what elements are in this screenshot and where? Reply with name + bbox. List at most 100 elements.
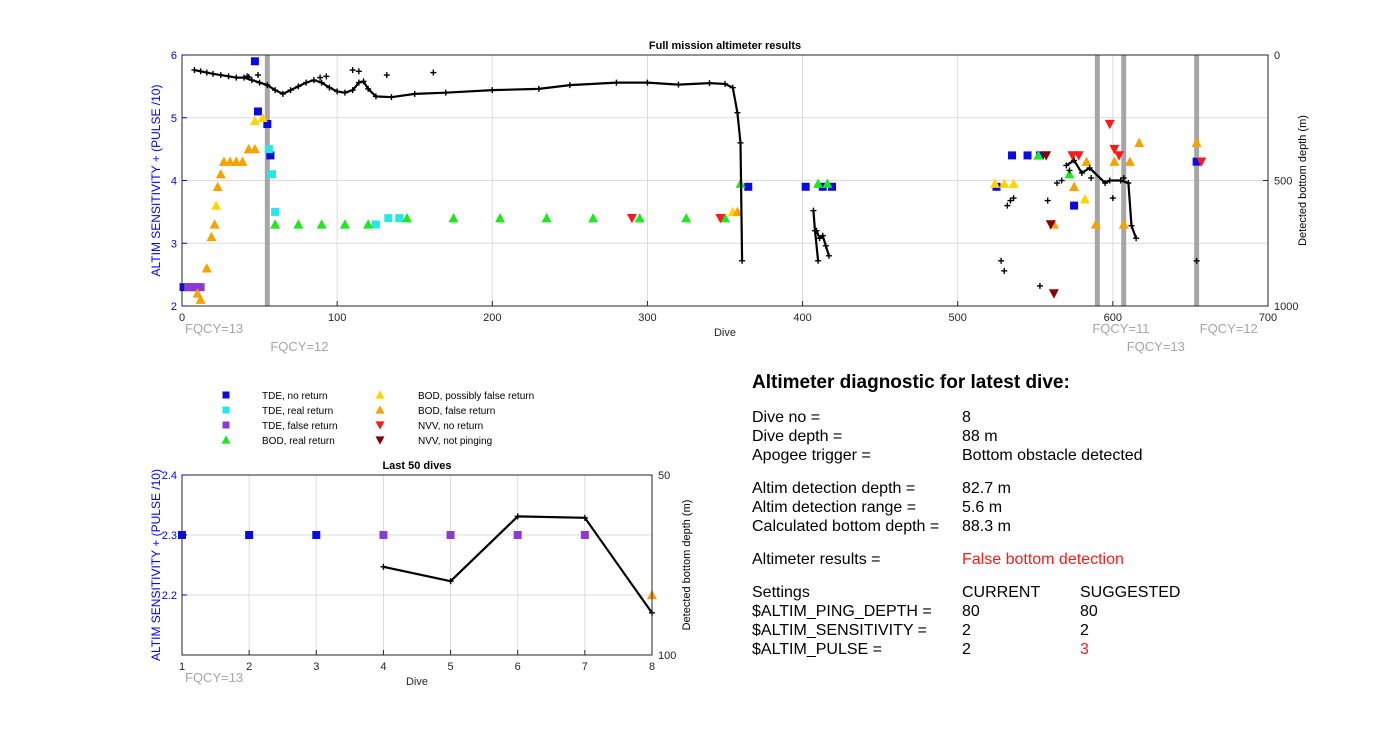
data-point-tde-no-return xyxy=(245,531,254,539)
y-tick-label: 6 xyxy=(171,50,177,62)
ping-depth-current: 80 xyxy=(962,603,980,620)
legend-label: NVV, no return xyxy=(418,421,483,432)
bottom-depth-point xyxy=(613,79,620,86)
y-axis-label: ALTIM SENSITIVITY + (PULSE /10) xyxy=(149,469,163,661)
data-point-bod-real-return xyxy=(634,212,645,223)
dive-no-label: Dive no = xyxy=(752,409,821,426)
settings-label: Settings xyxy=(752,584,810,601)
bottom-depth-point xyxy=(447,578,454,585)
bottom-depth-point xyxy=(1133,235,1140,242)
data-point-tde-real-return xyxy=(395,214,404,223)
bottom-depth-point xyxy=(279,90,286,97)
chart-title: Last 50 dives xyxy=(382,460,451,472)
legend-marker xyxy=(222,406,230,414)
legend-label: BOD, false return xyxy=(418,406,495,417)
data-point-bod-real-return xyxy=(448,212,459,223)
data-point-bod-real-return xyxy=(681,212,692,223)
sensitivity-suggested: 2 xyxy=(1080,622,1089,639)
bottom-depth-point xyxy=(388,94,395,101)
dive-no-value: 8 xyxy=(962,409,971,426)
y-tick-label: 2.2 xyxy=(162,590,177,602)
bottom-depth-point xyxy=(706,80,713,87)
data-point-tde-false-return xyxy=(513,531,522,539)
data-point-bod-false-return xyxy=(215,169,226,179)
legend-marker xyxy=(222,421,230,429)
bottom-depth-point xyxy=(514,513,521,520)
bottom-depth-point xyxy=(644,79,651,86)
data-point-bod-possibly-false-return xyxy=(989,178,1000,188)
detection-range-value: 5.6 m xyxy=(962,499,1003,516)
data-point-bod-false-return xyxy=(732,206,743,217)
data-point-bod-real-return xyxy=(1064,169,1075,179)
x-tick-label: 400 xyxy=(793,312,811,324)
pulse-current: 2 xyxy=(962,641,971,658)
data-point-nvv-not-pinging xyxy=(1045,220,1056,230)
bottom-depth-point xyxy=(326,84,333,91)
bottom-depth-point xyxy=(264,82,271,89)
y-tick-label: 2.4 xyxy=(162,470,177,482)
bottom-depth-point xyxy=(233,74,240,81)
bottom-depth-point xyxy=(442,89,449,96)
bottom-depth-point xyxy=(349,87,356,94)
x-tick-label: 200 xyxy=(483,312,501,324)
x-tick-label: 2 xyxy=(246,661,252,673)
bottom-depth-point xyxy=(816,235,823,242)
data-point-bod-possibly-false-return xyxy=(249,115,260,126)
bottom-depth-point xyxy=(1088,174,1095,181)
fqcy-label: FQCY=12 xyxy=(270,339,328,354)
data-point-nvv-no-return xyxy=(1109,144,1120,155)
bottom-depth-point xyxy=(1063,162,1070,169)
fqcy-start-label: FQCY=13 xyxy=(185,670,243,685)
bottom-depth-point xyxy=(813,227,820,234)
bottom-depth-point xyxy=(1004,202,1011,209)
data-point-nvv-no-return xyxy=(1114,151,1125,161)
bottom-depth-point xyxy=(1102,180,1109,187)
data-point-tde-no-return xyxy=(312,531,321,539)
fqcy-label: FQCY=11 xyxy=(1092,321,1149,336)
bottom-depth-point xyxy=(1193,257,1200,264)
bottom-depth-point xyxy=(365,85,372,92)
y2-tick-label: 500 xyxy=(1274,176,1292,188)
data-point-bod-possibly-false-return xyxy=(211,200,222,210)
bottom-depth-point xyxy=(1007,197,1014,204)
y2-tick-label: 50 xyxy=(658,470,670,482)
y-tick-label: 3 xyxy=(171,238,177,250)
pulse-suggested: 3 xyxy=(1080,641,1089,658)
bottom-depth-point xyxy=(197,68,204,75)
data-point-tde-no-return xyxy=(1008,151,1017,160)
data-point-nvv-no-return xyxy=(715,213,726,224)
bottom-depth-point xyxy=(581,514,588,521)
x-tick-label: 300 xyxy=(638,312,656,324)
bottom-depth-point xyxy=(411,90,418,97)
fqcy-band xyxy=(1094,55,1100,306)
bottom-depth-point xyxy=(1058,177,1065,184)
data-point-nvv-no-return xyxy=(1196,157,1207,167)
y2-axis-label: Detected bottom depth (m) xyxy=(1297,115,1309,246)
y-axis-label: ALTIM SENSITIVITY + (PULSE /10) xyxy=(149,85,163,277)
results-label: Altimeter results = xyxy=(752,551,881,568)
data-point-tde-no-return xyxy=(818,182,827,191)
legend-marker xyxy=(375,405,385,414)
bottom-depth-point xyxy=(489,87,496,94)
data-point-tde-false-return xyxy=(580,531,589,539)
suggested-header: SUGGESTED xyxy=(1080,584,1181,601)
bottom-depth-point xyxy=(1066,167,1073,174)
y-tick-label: 4 xyxy=(171,176,177,188)
data-point-bod-real-return xyxy=(588,212,599,223)
data-point-tde-no-return xyxy=(801,182,810,191)
bottom-depth-point xyxy=(722,80,728,87)
data-point-bod-possibly-false-return xyxy=(257,112,268,122)
current-header: CURRENT xyxy=(962,584,1041,601)
bottom-depth-point xyxy=(295,83,302,90)
bottom-depth-point xyxy=(1120,174,1127,181)
fqcy-band xyxy=(264,55,270,306)
bottom-depth-point xyxy=(317,74,324,81)
data-point-bod-real-return xyxy=(339,219,350,229)
bottom-depth-point xyxy=(1117,177,1124,184)
x-axis-label: Dive xyxy=(406,676,428,688)
bottom-depth-point xyxy=(334,88,341,95)
x-tick-label: 700 xyxy=(1259,312,1277,324)
sensitivity-label: $ALTIM_SENSITIVITY = xyxy=(752,622,928,639)
fqcy-label: FQCY=13 xyxy=(1127,339,1185,354)
data-point-tde-no-return xyxy=(1023,151,1032,160)
